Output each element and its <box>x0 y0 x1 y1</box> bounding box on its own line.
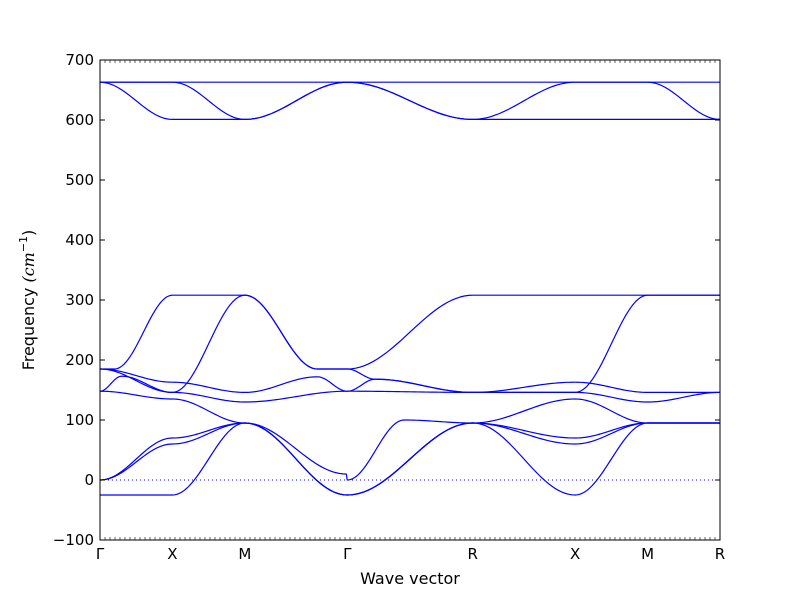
band-line-3 <box>100 81 720 120</box>
band-line-6 <box>100 294 720 393</box>
y-tick-label: 400 <box>65 231 94 249</box>
x-tick-label: M <box>238 545 251 563</box>
x-tick-label: M <box>641 545 654 563</box>
plot-frame <box>99 59 721 541</box>
y-axis-label-unit: (cm <box>19 252 38 282</box>
y-tick-label: 0 <box>84 471 94 489</box>
y-tick-label: 500 <box>65 171 94 189</box>
y-tick-label: 300 <box>65 291 94 309</box>
x-tick-label: X <box>570 545 580 563</box>
band-line-5 <box>100 294 720 393</box>
y-axis: −100 0 100 200 300 400 500 600 700 <box>53 51 720 549</box>
y-tick-label: 700 <box>65 51 94 69</box>
band-line-8 <box>100 390 720 481</box>
band-lines <box>100 81 720 496</box>
x-tick-label: Γ <box>96 545 105 563</box>
y-axis-label-text: Frequency <box>19 283 38 371</box>
x-tick-label: R <box>468 545 478 563</box>
band-line-11 <box>100 422 720 496</box>
y-tick-label: 100 <box>65 411 94 429</box>
y-tick-label: 200 <box>65 351 94 369</box>
x-tick-label: X <box>167 545 177 563</box>
y-axis-label: Frequency (cm−1) <box>17 230 38 371</box>
high-symmetry-lines <box>172 60 647 540</box>
y-axis-label-exponent: −1 <box>17 236 30 252</box>
y-axis-label-close: ) <box>19 230 38 236</box>
x-axis-label: Wave vector <box>360 569 460 588</box>
x-tick-label: Γ <box>343 545 352 563</box>
x-tick-label: R <box>715 545 725 563</box>
y-tick-label: −100 <box>53 531 94 549</box>
band-line-7 <box>100 375 720 403</box>
band-line-4 <box>100 294 720 370</box>
y-tick-label: 600 <box>65 111 94 129</box>
